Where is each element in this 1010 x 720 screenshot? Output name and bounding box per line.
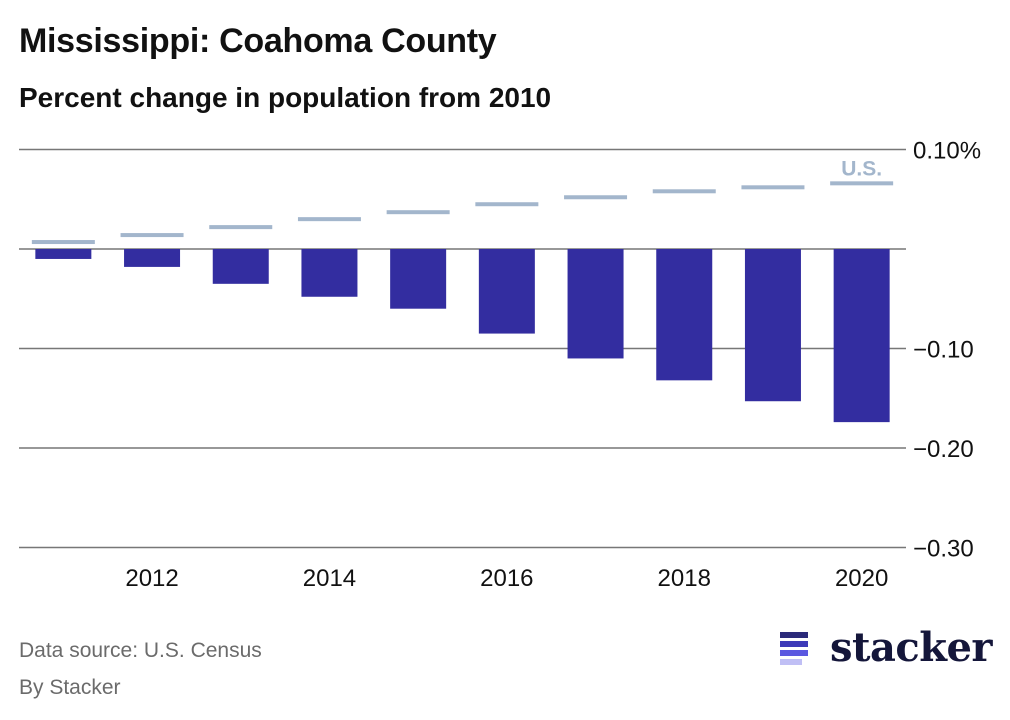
y-tick-label: −0.20: [913, 436, 974, 463]
bar-2015: [390, 249, 447, 309]
us-marker-2012: [120, 233, 184, 238]
bar-2012: [124, 249, 181, 267]
logo-bar-1: [780, 632, 808, 638]
us-label: U.S.: [841, 157, 882, 180]
logo-bar-3: [780, 650, 808, 656]
chart-title: Mississippi: Coahoma County: [19, 22, 497, 60]
byline: By Stacker: [19, 676, 121, 699]
us-marker-2020: [830, 181, 894, 186]
y-tick-label: −0.30: [913, 536, 974, 563]
y-tick-label: −0.10: [913, 337, 974, 364]
x-tick-label: 2020: [835, 565, 888, 592]
x-tick-label: 2018: [658, 565, 711, 592]
bar-2016: [478, 249, 535, 334]
us-marker-2014: [297, 217, 361, 222]
us-marker-2013: [209, 225, 273, 230]
x-axis-labels: 2012 2014 2016 2018 2020: [125, 565, 888, 592]
y-axis-labels: 0.10% −0.10 −0.20 −0.30: [913, 138, 981, 563]
logo-text: stacker: [830, 624, 993, 671]
bar-2011: [35, 249, 92, 259]
bar-2017: [567, 249, 624, 359]
y-tick-label: 0.10%: [913, 138, 981, 165]
us-marker-2018: [652, 189, 716, 194]
bar-2020: [833, 249, 890, 423]
logo-bar-4: [780, 659, 802, 665]
bar-chart: U.S. 0.10%−0.10−0.20−0.30 2012 2014 2016 20…: [19, 138, 981, 592]
stacker-logo: stacker: [780, 624, 993, 671]
bar-2019: [744, 249, 801, 402]
x-tick-label: 2012: [125, 565, 178, 592]
bar-2013: [212, 249, 269, 284]
us-marker-2011: [31, 240, 95, 245]
us-marker-2016: [475, 202, 539, 207]
x-tick-label: 2014: [303, 565, 356, 592]
bar-2014: [301, 249, 358, 297]
us-markers: U.S.: [31, 157, 894, 245]
us-marker-2017: [564, 195, 628, 200]
us-marker-2015: [386, 210, 450, 215]
bar-2018: [656, 249, 713, 381]
logo-bar-2: [780, 641, 808, 647]
stacker-logo-icon: [780, 628, 816, 668]
data-source: Data source: U.S. Census: [19, 639, 262, 662]
us-marker-2019: [741, 185, 805, 190]
bars: [35, 249, 890, 423]
chart-subtitle: Percent change in population from 2010: [19, 82, 552, 113]
x-tick-label: 2016: [480, 565, 533, 592]
